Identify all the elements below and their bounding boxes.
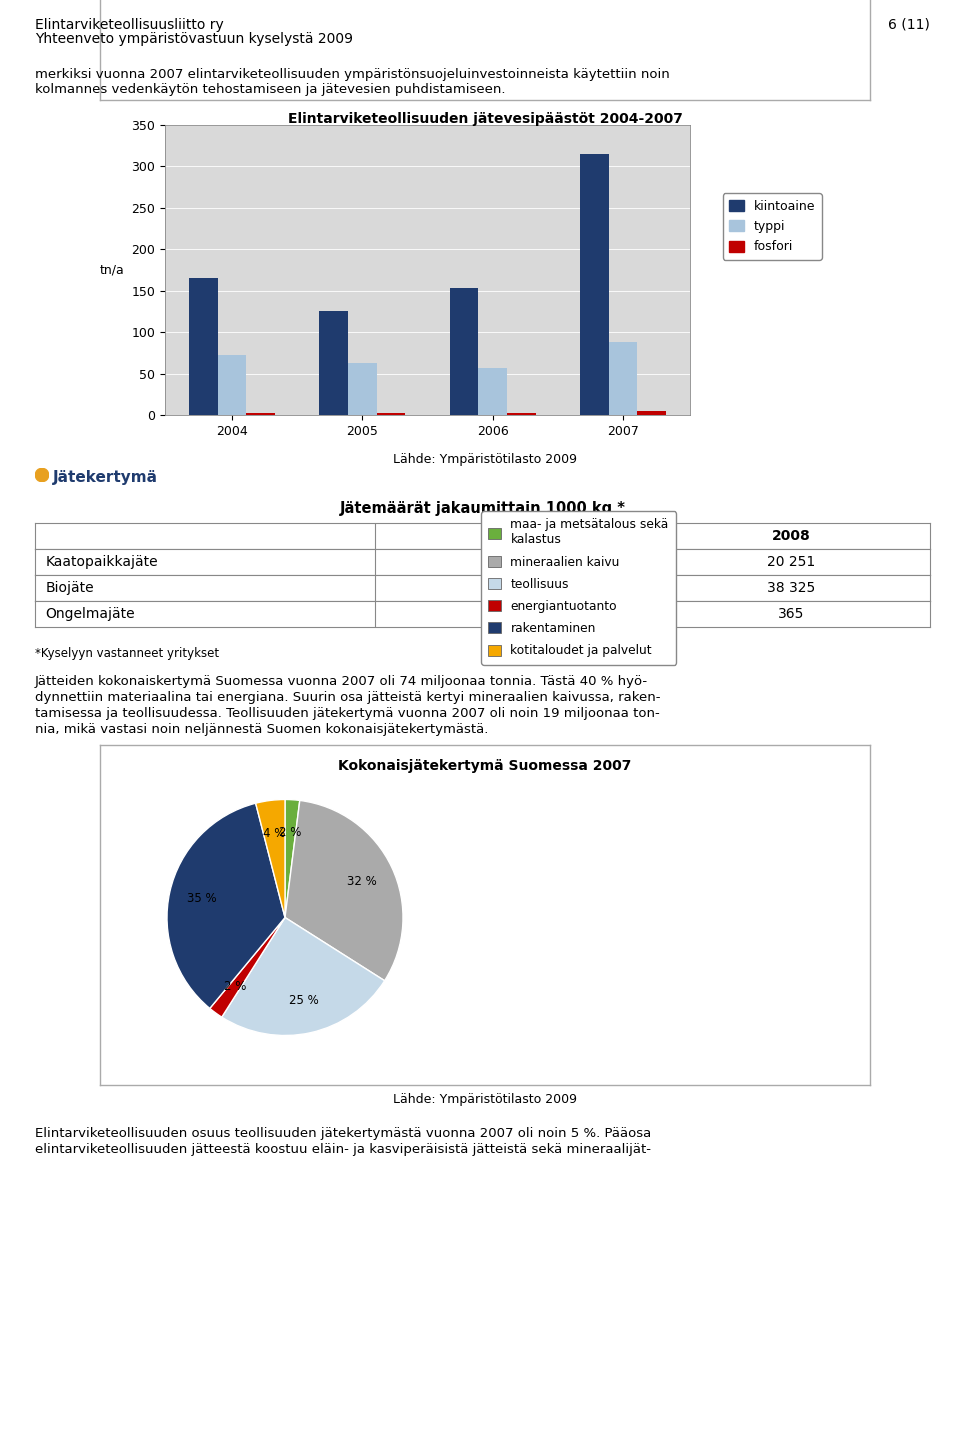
Text: Elintarviketeollisuusliitto ry: Elintarviketeollisuusliitto ry <box>35 19 224 32</box>
Text: kolmannes vedenkäytön tehostamiseen ja jätevesien puhdistamiseen.: kolmannes vedenkäytön tehostamiseen ja j… <box>35 83 506 96</box>
Text: Jätteiden kokonaiskertymä Suomessa vuonna 2007 oli 74 miljoonaa tonnia. Tästä 40: Jätteiden kokonaiskertymä Suomessa vuonn… <box>35 675 648 688</box>
Text: 2008: 2008 <box>772 530 810 543</box>
Text: elintarviketeollisuuden jätteestä koostuu eläin- ja kasviperäisistä jätteistä se: elintarviketeollisuuden jätteestä koostu… <box>35 1143 651 1156</box>
Bar <box>376 413 405 414</box>
Wedge shape <box>255 800 285 918</box>
Bar <box>348 363 376 414</box>
Text: dynnettiin materiaalina tai energiana. Suurin osa jätteistä kertyi mineraalien k: dynnettiin materiaalina tai energiana. S… <box>35 691 660 704</box>
Bar <box>449 288 478 414</box>
Text: Ongelmajäte: Ongelmajäte <box>46 607 135 622</box>
Text: 35 %: 35 % <box>187 892 217 905</box>
Text: Elintarviketeollisuuden jätevesipäästöt 2004-2007: Elintarviketeollisuuden jätevesipäästöt … <box>288 112 683 127</box>
Text: Biojäte: Biojäte <box>46 581 94 594</box>
Bar <box>637 412 666 414</box>
Text: 4 %: 4 % <box>263 827 285 840</box>
Text: 25 %: 25 % <box>289 994 319 1007</box>
Wedge shape <box>222 918 385 1036</box>
Legend: maa- ja metsätalous sekä
kalastus, mineraalien kaivu, teollisuus, energiantuotan: maa- ja metsätalous sekä kalastus, miner… <box>481 511 676 665</box>
Text: 6 (11): 6 (11) <box>888 19 930 32</box>
Bar <box>609 342 637 414</box>
Text: Jätekertymä: Jätekertymä <box>53 471 158 485</box>
Circle shape <box>36 468 49 482</box>
Wedge shape <box>210 918 285 1017</box>
Bar <box>580 154 609 414</box>
Text: 20 251: 20 251 <box>767 555 815 568</box>
Bar <box>189 278 218 414</box>
Text: Yhteenveto ympäristövastuun kyselystä 2009: Yhteenveto ympäristövastuun kyselystä 20… <box>35 32 353 46</box>
Text: merkiksi vuonna 2007 elintarviketeollisuuden ympäristönsuojeluinvestoinneista kä: merkiksi vuonna 2007 elintarviketeollisu… <box>35 68 670 81</box>
Bar <box>507 413 536 414</box>
Text: *Kyselyyn vastanneet yritykset: *Kyselyyn vastanneet yritykset <box>35 648 219 661</box>
Bar <box>247 413 275 414</box>
Wedge shape <box>285 800 300 918</box>
Text: 32 %: 32 % <box>347 875 376 888</box>
Bar <box>218 354 247 414</box>
Text: Lähde: Ympäristötilasto 2009: Lähde: Ympäristötilasto 2009 <box>393 453 577 466</box>
Text: 2007: 2007 <box>494 530 533 543</box>
Text: Elintarviketeollisuuden osuus teollisuuden jätekertymästä vuonna 2007 oli noin 5: Elintarviketeollisuuden osuus teollisuud… <box>35 1127 651 1140</box>
Legend: kiintoaine, typpi, fosfori: kiintoaine, typpi, fosfori <box>723 193 822 260</box>
Bar <box>320 311 348 414</box>
Text: 365: 365 <box>779 607 804 622</box>
Text: Kokonaisjätekertymä Suomessa 2007: Kokonaisjätekertymä Suomessa 2007 <box>338 758 632 773</box>
Text: 396: 396 <box>500 607 527 622</box>
Text: Jätemäärät jakaumittain 1000 kg *: Jätemäärät jakaumittain 1000 kg * <box>340 502 626 517</box>
Text: 17 491: 17 491 <box>490 555 538 568</box>
Y-axis label: tn/a: tn/a <box>100 263 125 276</box>
Text: nia, mikä vastasi noin neljännestä Suomen kokonaisjätekertymästä.: nia, mikä vastasi noin neljännestä Suome… <box>35 722 489 735</box>
Text: 38 122: 38 122 <box>490 581 538 594</box>
Bar <box>478 368 507 414</box>
Text: Kaatopaikkajäte: Kaatopaikkajäte <box>46 555 158 568</box>
Wedge shape <box>285 800 403 981</box>
Text: tamisessa ja teollisuudessa. Teollisuuden jätekertymä vuonna 2007 oli noin 19 mi: tamisessa ja teollisuudessa. Teollisuude… <box>35 707 660 720</box>
Text: Lähde: Ympäristötilasto 2009: Lähde: Ympäristötilasto 2009 <box>393 1094 577 1107</box>
Wedge shape <box>167 803 285 1009</box>
Text: 2 %: 2 % <box>224 980 247 993</box>
Text: 2 %: 2 % <box>279 826 301 839</box>
Text: 38 325: 38 325 <box>767 581 815 594</box>
